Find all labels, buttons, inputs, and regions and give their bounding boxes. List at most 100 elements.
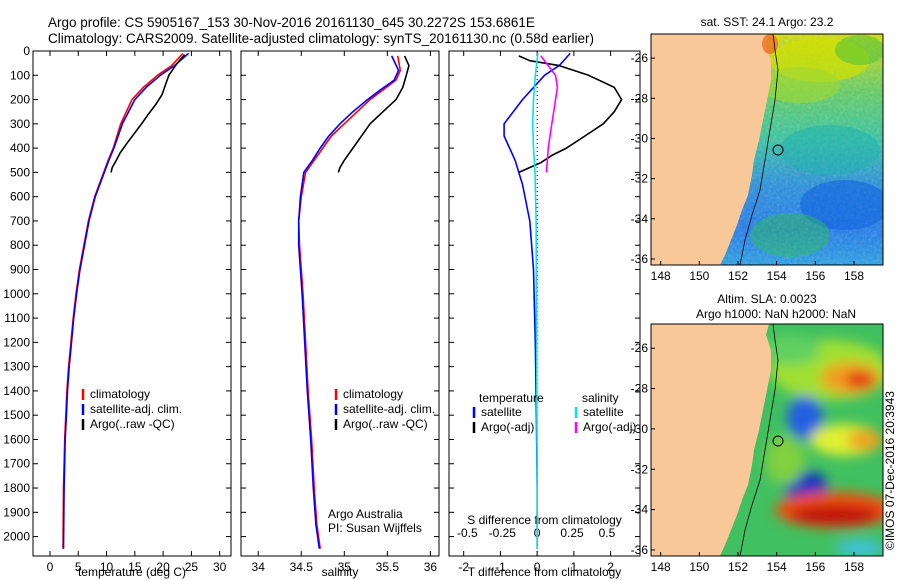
x2-tick-label: -0.25: [489, 526, 517, 540]
satellite-adj-clim--line: [62, 52, 190, 549]
y-tick-label: 1700: [3, 457, 30, 471]
legend-entry: climatology: [343, 387, 403, 401]
x2-tick-label: -0.5: [457, 526, 478, 540]
temperature-profile-panel: 0 5 10 15 20 25 30 temperature (deg C) 0 100 200 30…: [3, 44, 232, 579]
legend-title-temperature: temperature: [479, 391, 544, 405]
y-tick-label: 500: [10, 165, 30, 179]
map-x-tick-label: 156: [805, 560, 825, 574]
argo-raw-qc--line: [337, 55, 410, 173]
map-y-tick-label: -30: [631, 422, 649, 436]
map-y-tick-label: -32: [631, 172, 649, 186]
map-y-tick-label: -32: [631, 462, 649, 476]
sla-map-title: Altim. SLA: 0.0023: [717, 292, 817, 306]
map-y-tick-label: -28: [631, 91, 649, 105]
y-tick-label: 1800: [3, 481, 30, 495]
climatology-line: [297, 55, 402, 549]
sst-map-title: sat. SST: 24.1 Argo: 23.2: [701, 15, 834, 29]
sst-map-image: [651, 34, 883, 265]
map-y-tick-label: -36: [631, 252, 649, 266]
sst-map-frame: [650, 33, 884, 266]
y-tick-label: 1100: [4, 311, 30, 325]
x-tick-label: -1: [495, 560, 506, 574]
x-tick-label: 15: [128, 560, 142, 574]
salinity-profile-frame: [240, 50, 440, 557]
map-x-tick-label: 148: [651, 560, 671, 574]
map-y-tick-label: -34: [631, 503, 649, 517]
map-y-tick-label: -30: [631, 131, 649, 145]
map-y-tick-label: -28: [631, 382, 649, 396]
salinity-argo-adj--line: [540, 55, 559, 173]
annotation: PI: Susan Wijffels: [328, 521, 422, 535]
map-y-tick-label: -26: [631, 341, 649, 355]
salinity-satellite-line: [531, 53, 539, 549]
y-tick-label: 1200: [3, 335, 30, 349]
y-tick-label: 1600: [3, 432, 30, 446]
map-x-tick-label: 158: [844, 269, 864, 283]
x-tick-label: 5: [75, 560, 82, 574]
map-x-tick-label: 152: [728, 269, 748, 283]
legend-entry: climatology: [90, 387, 150, 401]
legend-entry: Argo(..raw -QC): [90, 417, 175, 431]
s-difference-xlabel: S difference from climatology: [467, 513, 622, 527]
x-tick-label: 10: [100, 560, 114, 574]
x2-tick-label: 0.25: [560, 526, 584, 540]
x-tick-label: 36: [424, 560, 438, 574]
temperature-argo-adj--line: [518, 55, 623, 174]
y-tick-label: 900: [10, 263, 30, 277]
map-y-tick-label: -26: [631, 51, 649, 65]
argo-raw-qc--line: [110, 54, 186, 173]
legend-entry: Argo(-adj): [583, 420, 636, 434]
map-x-tick-label: 152: [728, 560, 748, 574]
temperature-profile-xlabel: temperature (deg C): [78, 565, 186, 579]
x-tick-label: 30: [213, 560, 227, 574]
x-tick-label: 1: [571, 560, 578, 574]
climatology-line: [62, 52, 184, 549]
x-tick-label: 0: [47, 560, 54, 574]
y-tick-label: 0: [23, 44, 30, 58]
difference-profile-xlabel: T difference from climatology: [468, 565, 622, 579]
sla-map-subtitle: Argo h1000: NaN h2000: NaN: [696, 307, 856, 321]
y-tick-label: 300: [10, 117, 30, 131]
annotation: Argo Australia: [328, 507, 403, 521]
y-tick-label: 1400: [3, 384, 30, 398]
map-y-tick-label: -36: [631, 543, 649, 557]
map-x-tick-label: 150: [689, 560, 709, 574]
salinity-profile-panel: 34 34.5 35 35.5 36 salinity climatologysatelli…: [240, 50, 440, 579]
legend-entry: Argo(-adj): [481, 420, 534, 434]
legend-entry: Argo(..raw -QC): [343, 417, 428, 431]
sla-map-frame: [650, 323, 884, 557]
salinity-profile-xlabel: salinity: [322, 565, 359, 579]
x-tick-label: 34: [252, 560, 266, 574]
y-tick-label: 2000: [3, 530, 30, 544]
map-x-tick-label: 148: [651, 269, 671, 283]
x-tick-label: 25: [185, 560, 199, 574]
x-tick-label: 20: [156, 560, 170, 574]
y-tick-label: 1500: [3, 408, 30, 422]
x-tick-label: 35.5: [376, 560, 400, 574]
x-tick-label: -2: [458, 560, 469, 574]
temperature-profile-frame: [32, 50, 232, 557]
header-line-1: Argo profile: CS 5905167_153 30-Nov-2016…: [48, 15, 535, 30]
map-x-tick-label: 158: [844, 560, 864, 574]
legend-title-salinity: salinity: [582, 391, 619, 405]
difference-profile-panel: -2 -1 0 1 2T difference from climatology -0.5…: [448, 50, 641, 579]
y-tick-label: 400: [10, 141, 30, 155]
map-x-tick-label: 154: [767, 560, 787, 574]
legend-entry: satellite: [481, 405, 522, 419]
x-tick-label: 0: [534, 560, 541, 574]
y-tick-label: 200: [10, 93, 30, 107]
difference-profile-frame: [448, 50, 641, 557]
y-tick-label: 600: [10, 190, 30, 204]
x-tick-label: 34.5: [290, 560, 314, 574]
map-x-tick-label: 156: [805, 269, 825, 283]
x-tick-label: 35: [338, 560, 352, 574]
map-x-tick-label: 154: [767, 269, 787, 283]
satellite-adj-clim--line: [297, 55, 400, 549]
y-tick-label: 800: [10, 238, 30, 252]
map-y-tick-label: -34: [631, 212, 649, 226]
y-tick-label: 1900: [3, 505, 30, 519]
imos-stamp: ©IMOS 07-Dec-2016 20:3943: [883, 391, 897, 550]
legend-entry: satellite-adj. clim.: [343, 402, 435, 416]
